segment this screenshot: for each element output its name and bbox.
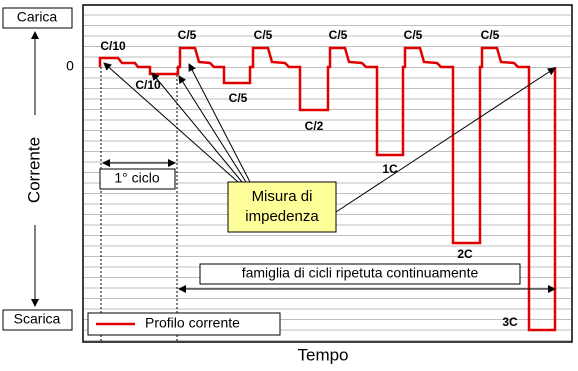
impedance-label: Misura di [252,188,313,205]
pulse-label: 1C [382,162,398,176]
family-label: famiglia di cicli ripetuta continuamente [242,265,479,281]
impedance-box [227,181,337,233]
pointer-arrow [103,62,239,183]
legend-label: Profilo corrente [145,315,240,331]
scarica-box [2,309,73,331]
pulse-label: 3C [502,315,518,329]
pulse-label: C/5 [481,28,500,42]
cycle-box [99,168,176,190]
pulse-label: C/5 [178,28,197,42]
impedance-label: impedenza [245,208,319,225]
y-zero-label: 0 [66,58,74,74]
pointer-arrow [335,67,556,213]
pointer-arrow [151,72,243,183]
pulse-label: C/10 [100,39,126,53]
pulse-label: C/5 [254,28,273,42]
pulse-label: C/10 [135,78,161,92]
pulse-label: C/2 [305,119,324,133]
pulse-label: 2C [457,247,473,261]
legend-box [87,312,281,336]
x-title: Tempo [297,345,348,364]
cycle-label: 1° ciclo [114,170,159,186]
y-title: Corrente [24,137,43,203]
pulse-label: C/5 [229,91,248,105]
family-box [199,263,521,285]
y-top-label: Carica [17,9,58,25]
pointer-arrow [188,63,251,183]
pulse-label: C/5 [404,28,423,42]
current-profile [98,46,557,332]
pulse-label: C/5 [329,28,348,42]
plot-frame [82,4,573,343]
pointer-arrow [178,75,247,183]
carica-box [2,7,73,29]
y-bottom-label: Scarica [14,311,61,327]
